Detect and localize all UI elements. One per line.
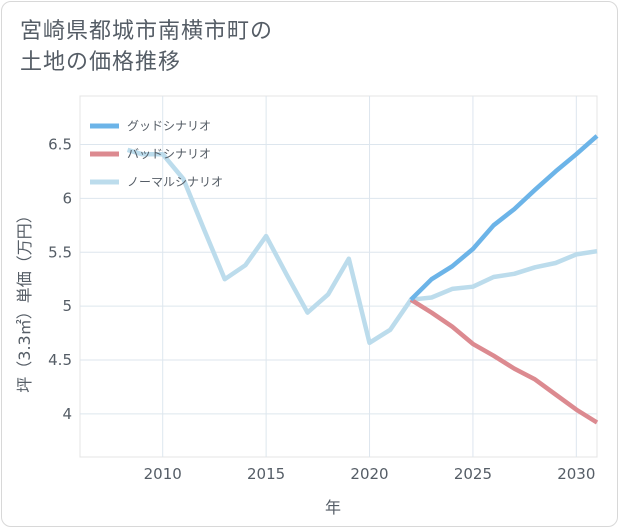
legend-label: ノーマルシナリオ xyxy=(127,175,223,189)
x-tick-label: 2015 xyxy=(247,465,285,483)
x-axis-label: 年 xyxy=(325,498,341,517)
y-tick-label: 4.5 xyxy=(48,351,72,369)
series-lines xyxy=(126,134,599,425)
x-tick-label: 2020 xyxy=(350,465,388,483)
chart-title-line-1: 宮崎県都城市南横市町の xyxy=(20,19,274,44)
series-line-1 xyxy=(409,297,599,425)
chart-title-line-2: 土地の価格推移 xyxy=(20,50,182,75)
grid-lines xyxy=(80,96,597,457)
y-tick-label: 5.5 xyxy=(48,243,72,261)
series-line-2 xyxy=(126,147,598,346)
legend-label: グッドシナリオ xyxy=(127,119,211,133)
y-axis-label: 坪（3.3㎡）単価（万円） xyxy=(15,207,34,392)
x-tick-label: 2030 xyxy=(557,465,595,483)
y-tick-label: 4 xyxy=(62,405,72,423)
tick-labels: 2010 2015 2020 2025 2030 4 4.5 5 5.5 6 6.5 xyxy=(48,135,595,483)
series-line-0 xyxy=(409,134,599,302)
y-tick-label: 6.5 xyxy=(48,135,72,153)
y-tick-label: 5 xyxy=(62,297,72,315)
y-tick-label: 6 xyxy=(62,189,72,207)
legend-label: バッドシナリオ xyxy=(127,147,211,161)
x-tick-label: 2010 xyxy=(144,465,182,483)
x-tick-label: 2025 xyxy=(454,465,492,483)
chart-title: 宮崎県都城市南横市町の 土地の価格推移 xyxy=(20,16,440,78)
